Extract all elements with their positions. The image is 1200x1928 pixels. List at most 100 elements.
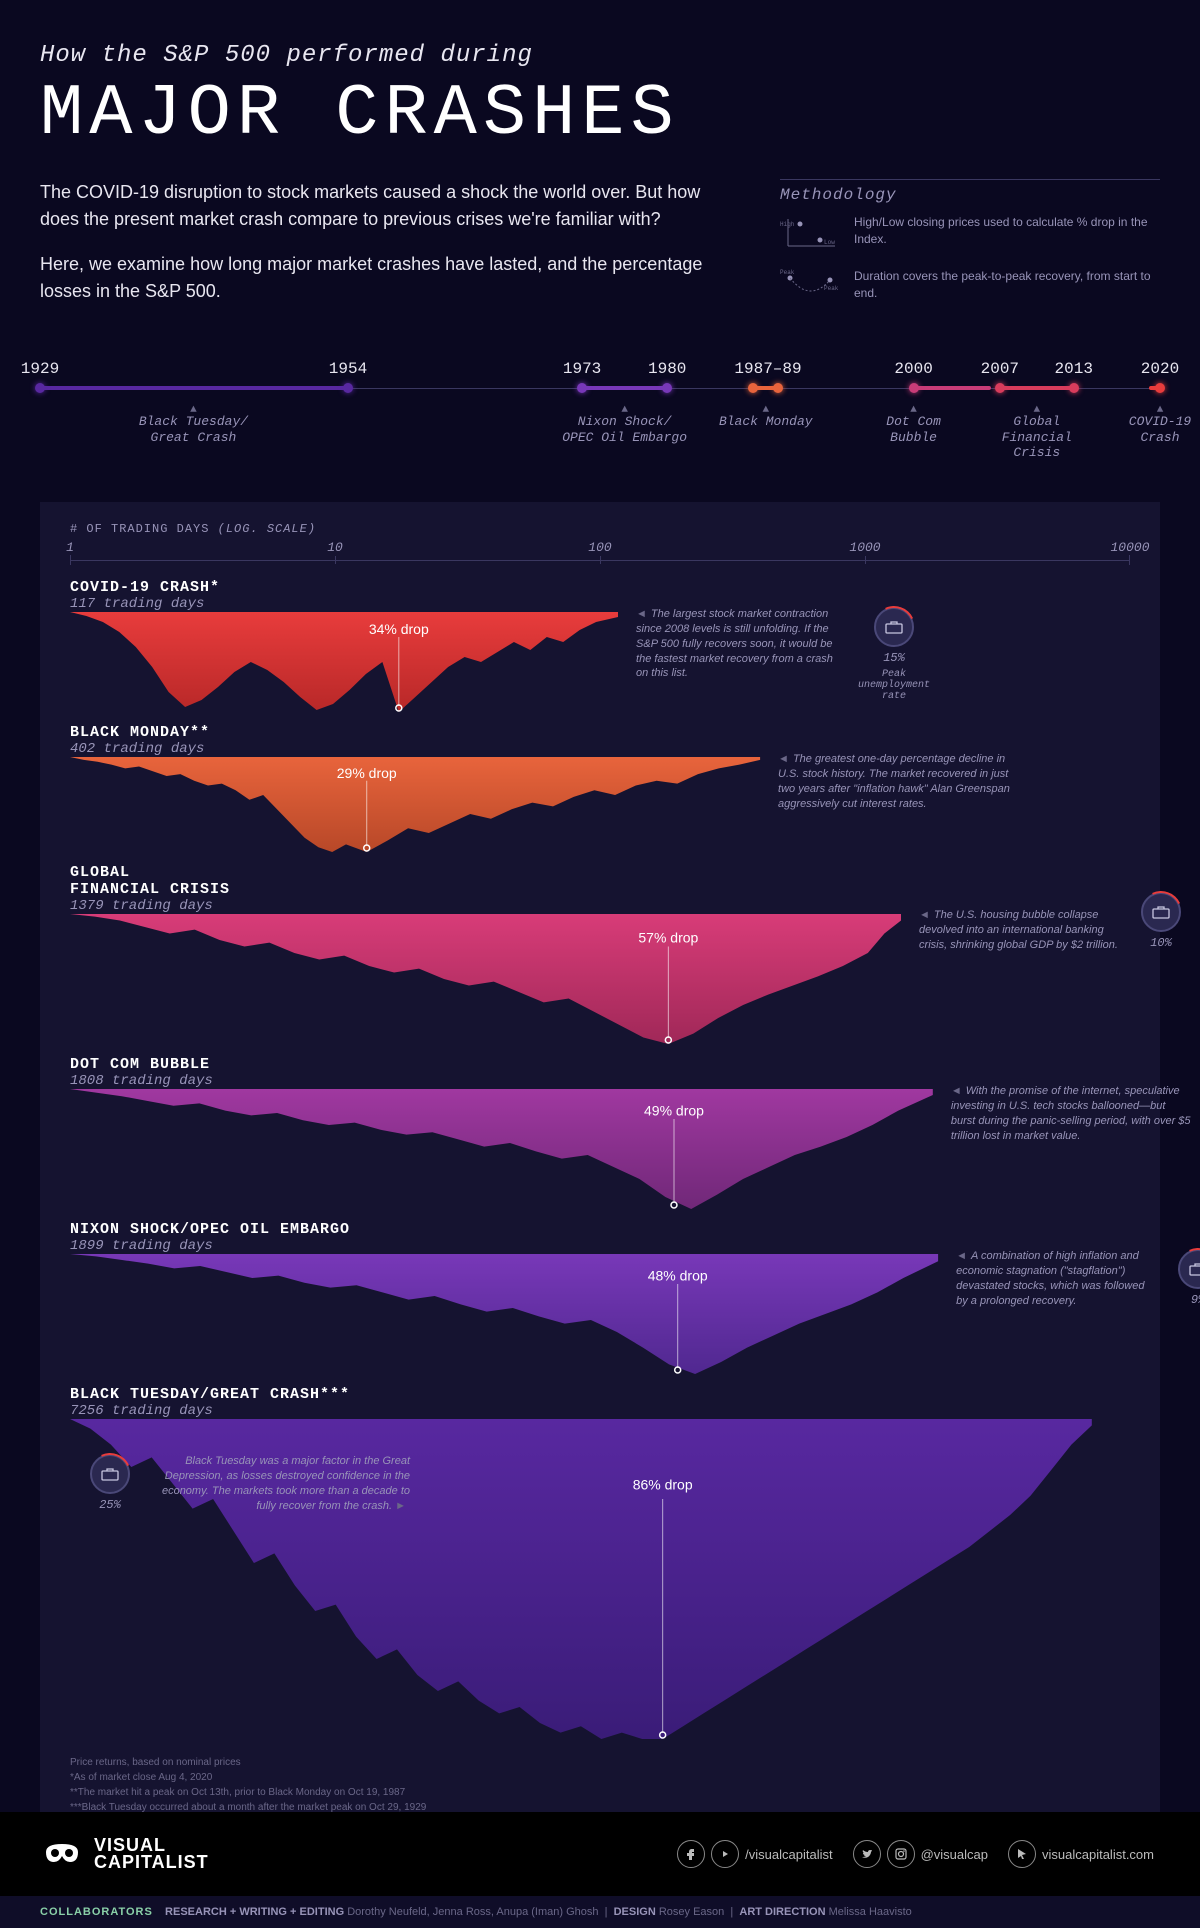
timeline-event-label: GlobalFinancialCrisis bbox=[1002, 414, 1072, 461]
brand-logo: VISUAL CAPITALIST bbox=[40, 1832, 209, 1876]
timeline-year: 2007 bbox=[981, 360, 1019, 378]
drop-percentage: 29% drop bbox=[337, 765, 397, 781]
svg-text:High: High bbox=[780, 221, 795, 228]
briefcase-icon bbox=[90, 1454, 130, 1494]
timeline-dot bbox=[35, 383, 45, 393]
unemployment-badge: 10% bbox=[1141, 892, 1181, 950]
timeline-year: 1987–89 bbox=[734, 360, 801, 378]
unemployment-badge: 25% bbox=[90, 1454, 130, 1512]
crash-blackmonday: BLACK MONDAY**402 trading days29% drop◄T… bbox=[70, 712, 1130, 852]
footnote-line: *As of market close Aug 4, 2020 bbox=[70, 1770, 1130, 1785]
intro-p2: Here, we examine how long major market c… bbox=[40, 251, 740, 305]
footnote-line: **The market hit a peak on Oct 13th, pri… bbox=[70, 1785, 1130, 1800]
methodology-title: Methodology bbox=[780, 179, 1160, 204]
crash-annotation: ◄The largest stock market contraction si… bbox=[636, 607, 836, 681]
unemployment-badge: 9% bbox=[1178, 1249, 1200, 1307]
crash-annotation: Black Tuesday was a major factor in the … bbox=[150, 1454, 410, 1513]
drop-percentage: 48% drop bbox=[648, 1267, 708, 1283]
youtube-icon[interactable] bbox=[711, 1840, 739, 1868]
footnote-line: Price returns, based on nominal prices bbox=[70, 1755, 1130, 1770]
timeline-dot bbox=[1155, 383, 1165, 393]
timeline-dot bbox=[343, 383, 353, 393]
timeline-event-label: Dot ComBubble bbox=[886, 414, 941, 445]
social-handle: visualcapitalist.com bbox=[1042, 1847, 1154, 1862]
timeline-dot bbox=[577, 383, 587, 393]
crash-area-chart: 34% drop bbox=[70, 612, 1130, 712]
badge-value: 9% bbox=[1191, 1293, 1200, 1307]
badge-value: 15% bbox=[883, 651, 905, 665]
methodology-row1: High/Low closing prices used to calculat… bbox=[854, 214, 1160, 248]
timeline-dot bbox=[662, 383, 672, 393]
crash-blacktuesday: BLACK TUESDAY/GREAT CRASH***7256 trading… bbox=[70, 1374, 1130, 1739]
timeline-year: 2000 bbox=[894, 360, 932, 378]
crash-name: NIXON SHOCK/OPEC OIL EMBARGO bbox=[70, 1221, 1130, 1238]
briefcase-icon bbox=[1141, 892, 1181, 932]
timeline-year: 2013 bbox=[1055, 360, 1093, 378]
facebook-icon[interactable] bbox=[677, 1840, 705, 1868]
axis-tick-label: 1000 bbox=[849, 540, 880, 555]
intro-p1: The COVID-19 disruption to stock markets… bbox=[40, 179, 740, 233]
crash-name: BLACK MONDAY** bbox=[70, 724, 1130, 741]
timeline-event-label: Black Monday bbox=[719, 414, 813, 430]
crash-name: BLACK TUESDAY/GREAT CRASH*** bbox=[70, 1386, 1130, 1403]
drop-percentage: 86% drop bbox=[633, 1476, 693, 1492]
social-handle: /visualcapitalist bbox=[745, 1847, 832, 1862]
timeline-event-label: Nixon Shock/OPEC Oil Embargo bbox=[562, 414, 687, 445]
crash-covid: COVID-19 CRASH*117 trading days 34% drop ◄… bbox=[70, 567, 1130, 712]
timeline: 19291954197319801987–892000200720132020▲… bbox=[40, 362, 1160, 462]
highlow-icon: High Low bbox=[780, 214, 840, 254]
crash-name: DOT COM BUBBLE bbox=[70, 1056, 1130, 1073]
crash-dotcom: DOT COM BUBBLE1808 trading days49% drop◄… bbox=[70, 1044, 1130, 1209]
crash-annotation: ◄The U.S. housing bubble collapse devolv… bbox=[919, 908, 1119, 953]
methodology-row2: Duration covers the peak-to-peak recover… bbox=[854, 268, 1160, 302]
footer: VISUAL CAPITALIST /visualcapitalist @vis… bbox=[0, 1812, 1200, 1928]
crash-days: 7256 trading days bbox=[70, 1403, 1130, 1419]
timeline-year: 1954 bbox=[329, 360, 367, 378]
badge-value: 25% bbox=[99, 1498, 121, 1512]
page-title: MAJOR CRASHES bbox=[40, 73, 1160, 155]
crash-name: GLOBALFINANCIAL CRISIS bbox=[70, 864, 1130, 898]
axis-line bbox=[70, 560, 1130, 561]
axis-title: # OF TRADING DAYS (LOG. SCALE) bbox=[70, 522, 1130, 536]
timeline-year: 1973 bbox=[563, 360, 601, 378]
social-handle: @visualcap bbox=[921, 1847, 988, 1862]
timeline-segment bbox=[40, 386, 348, 390]
briefcase-icon bbox=[1178, 1249, 1200, 1289]
crash-nixon: NIXON SHOCK/OPEC OIL EMBARGO1899 trading… bbox=[70, 1209, 1130, 1374]
chart-panel: # OF TRADING DAYS (LOG. SCALE) 110100100… bbox=[40, 502, 1160, 1860]
briefcase-icon bbox=[874, 607, 914, 647]
timeline-segment bbox=[582, 386, 667, 390]
timeline-dot bbox=[748, 383, 758, 393]
timeline-event-label: Black Tuesday/Great Crash bbox=[139, 414, 248, 445]
footer-credits: COLLABORATORS RESEARCH + WRITING + EDITI… bbox=[0, 1896, 1200, 1928]
crash-annotation: ◄The greatest one-day percentage decline… bbox=[778, 752, 1018, 811]
instagram-icon[interactable] bbox=[887, 1840, 915, 1868]
timeline-dot bbox=[995, 383, 1005, 393]
axis-tick-label: 10 bbox=[327, 540, 343, 555]
timeline-year: 2020 bbox=[1141, 360, 1179, 378]
crash-annotation: ◄With the promise of the internet, specu… bbox=[951, 1084, 1191, 1143]
svg-text:Peak: Peak bbox=[780, 269, 795, 276]
timeline-event-label: COVID-19Crash bbox=[1129, 414, 1191, 445]
drop-percentage: 34% drop bbox=[369, 621, 429, 637]
timeline-segment bbox=[1000, 386, 1074, 390]
cursor-icon[interactable] bbox=[1008, 1840, 1036, 1868]
timeline-year: 1929 bbox=[21, 360, 59, 378]
crash-days: 117 trading days bbox=[70, 596, 1130, 612]
drop-percentage: 57% drop bbox=[638, 930, 698, 946]
svg-text:Low: Low bbox=[824, 239, 835, 246]
axis-tick-label: 1 bbox=[66, 540, 74, 555]
twitter-icon[interactable] bbox=[853, 1840, 881, 1868]
badge-label: Peakunemploymentrate bbox=[858, 669, 930, 702]
intro-text: The COVID-19 disruption to stock markets… bbox=[40, 179, 740, 322]
brand-line2: CAPITALIST bbox=[94, 1854, 209, 1871]
drop-percentage: 49% drop bbox=[644, 1102, 704, 1118]
crashes-container: COVID-19 CRASH*117 trading days 34% drop ◄… bbox=[70, 567, 1130, 1739]
crash-name: COVID-19 CRASH* bbox=[70, 579, 1130, 596]
svg-text:Peak: Peak bbox=[824, 285, 839, 292]
timeline-dot bbox=[773, 383, 783, 393]
crash-gfc: GLOBALFINANCIAL CRISIS1379 trading days5… bbox=[70, 852, 1130, 1044]
peaktopeak-icon: Peak Peak bbox=[780, 268, 840, 308]
timeline-segment bbox=[914, 386, 991, 390]
timeline-dot bbox=[909, 383, 919, 393]
